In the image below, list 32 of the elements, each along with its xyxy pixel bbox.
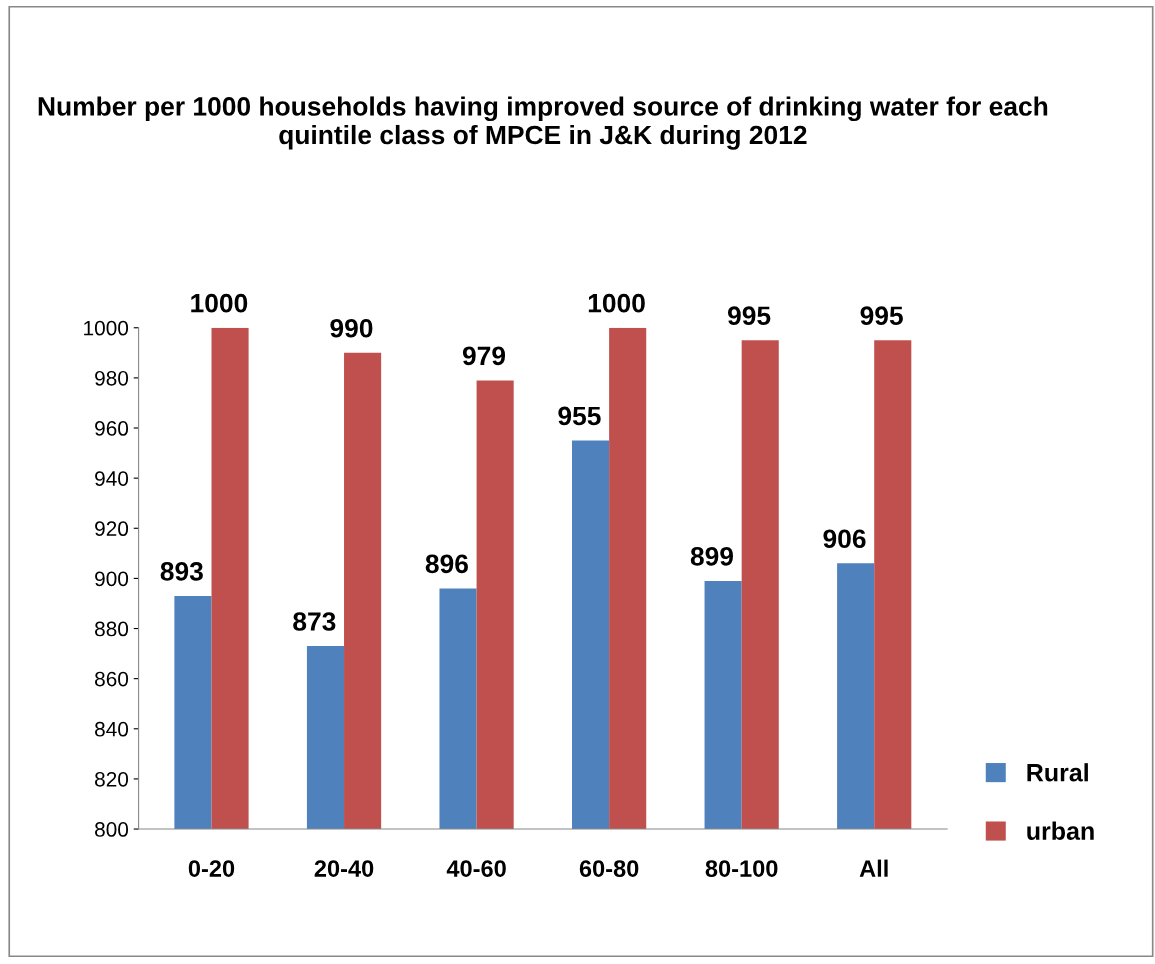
y-tick-label: 1000 [84, 320, 129, 336]
data-label: 1000 [588, 293, 645, 313]
x-tick-label: 20-40 [314, 860, 374, 877]
data-label: 979 [462, 346, 506, 366]
data-label: 1000 [191, 293, 248, 313]
y-tick-label: 800 [95, 822, 129, 837]
data-label: 955 [558, 406, 601, 426]
y-tick-label: 940 [95, 471, 129, 486]
data-label: 995 [727, 306, 771, 326]
legend-label: urban [1027, 821, 1094, 840]
data-label: 906 [823, 529, 866, 549]
x-tick-label: All [859, 859, 888, 877]
legend-label: Rural [1027, 763, 1088, 782]
data-label: 896 [425, 554, 468, 574]
x-tick-label: 80-100 [705, 860, 778, 877]
y-tick-label: 860 [95, 671, 129, 687]
chart-title: Number per 1000 households having improved source of drinking water for each quintile class of MPCE in J&K during 2012 [38, 96, 1048, 150]
data-label: 995 [860, 306, 903, 326]
y-tick-label: 880 [95, 621, 129, 637]
y-tick-label: 820 [95, 771, 129, 787]
data-label: 873 [293, 612, 336, 631]
y-tick-label: 920 [95, 521, 129, 537]
data-label: 899 [690, 546, 734, 566]
data-label: 893 [160, 562, 203, 581]
x-tick-label: 0-20 [188, 860, 235, 877]
y-tick-label: 980 [95, 370, 129, 386]
y-tick-label: 960 [95, 421, 129, 436]
x-tick-label: 40-60 [446, 860, 506, 877]
x-tick-label: 60-80 [579, 860, 639, 877]
data-label: 990 [330, 318, 373, 338]
y-tick-label: 840 [95, 721, 129, 737]
y-tick-label: 900 [95, 571, 129, 587]
